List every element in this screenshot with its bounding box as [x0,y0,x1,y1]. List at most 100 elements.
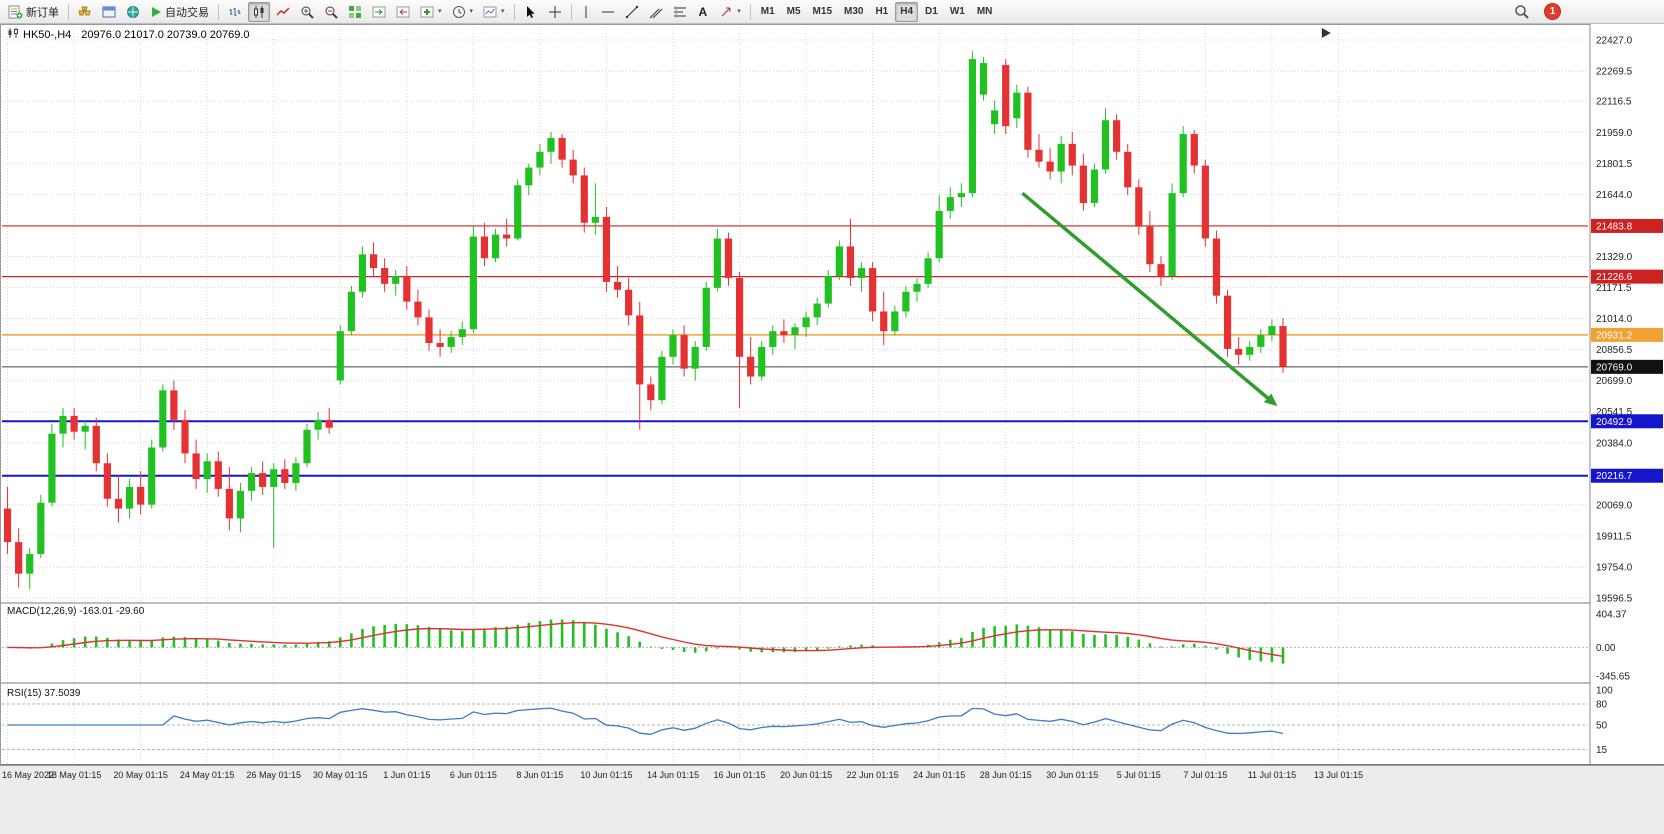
candle-body [813,303,821,318]
candle-body [846,246,855,278]
macd-indicator-label: MACD(12,26,9) -163.01 -29.60 [7,606,145,617]
timeframe-mn-button[interactable]: MN [972,2,998,22]
channel-tool-button[interactable] [645,2,667,22]
candle-body [48,433,56,503]
autotrading-button[interactable]: 自动交易 [146,2,213,22]
candle-body [780,331,788,336]
timeframe-h1-button[interactable]: H1 [870,2,893,22]
trend-arrow[interactable] [1021,191,1274,404]
candle-body [613,281,622,290]
candle-body [347,291,355,332]
chart-background [0,24,1664,766]
market-watch-button[interactable] [74,2,96,22]
autotrading-label: 自动交易 [165,6,209,19]
price-axis-area[interactable] [1590,24,1664,764]
candle-body [514,185,522,239]
candle-body [968,59,977,194]
candle-body [924,258,932,284]
candle-body [270,469,278,487]
bar-chart-icon [228,5,242,19]
candle-body [1090,169,1099,204]
crosshair-tool-button[interactable] [544,2,566,22]
time-axis-label: 24 Jun 01:15 [913,770,965,780]
pane-separator[interactable] [0,602,1664,604]
candle-body [680,335,688,369]
trendline-tool-button[interactable] [621,2,643,22]
candle-body [1279,326,1287,367]
horizontal-line-icon [601,6,615,18]
candle-body [580,175,588,223]
horizontal-line-tool-button[interactable] [597,2,619,22]
data-window-button[interactable] [98,2,120,22]
vertical-line-tool-button[interactable] [577,2,595,22]
candle-body [148,447,156,505]
crosshair-icon [548,5,562,19]
time-axis-label: 8 Jun 01:15 [516,770,563,780]
candle-body [591,216,599,223]
price-tick-label: 20541.5 [1596,407,1633,418]
timeframe-h4-button[interactable]: H4 [895,1,919,22]
new-order-label: 新订单 [26,6,59,19]
candle-body [403,275,411,302]
timeframe-m15-button[interactable]: M15 [808,2,837,22]
indicators-button[interactable]: ▾ [416,2,446,22]
candle-body [735,277,744,357]
price-badge-label: 21483.8 [1596,221,1633,232]
templates-button[interactable]: ▾ [479,2,509,22]
candle-body [203,461,211,480]
chart-shift-marker[interactable] [1321,28,1331,38]
new-order-button[interactable]: 新订单 [4,2,63,22]
search-button[interactable] [1510,2,1533,22]
periods-button[interactable]: ▾ [448,2,478,22]
candle-body [669,335,677,357]
tile-windows-button[interactable] [344,2,366,22]
line-chart-mode-button[interactable] [272,2,294,22]
timeframe-d1-button[interactable]: D1 [920,2,943,22]
timeframe-m5-button[interactable]: M5 [782,2,806,22]
trend-arrow-head[interactable] [1263,393,1278,407]
zoom-in-button[interactable] [296,2,318,22]
timeframe-m30-button[interactable]: M30 [839,2,868,22]
time-axis-label: 20 May 01:15 [113,770,168,780]
candle-body [769,331,777,347]
globe-icon [126,5,140,19]
price-tick-label: 21171.5 [1596,283,1632,294]
price-badge-label: 20931.2 [1596,330,1633,341]
pane-separator[interactable] [0,682,1664,684]
rsi-tick-label: 15 [1596,745,1608,756]
candle-body [292,463,300,483]
candle-body [1024,92,1032,150]
timeframe-m1-button[interactable]: M1 [756,2,780,22]
chart-canvas[interactable]: 22427.0 22269.5 22116.5 21959.0 21801.5 21644… [0,24,1664,834]
time-axis-line [0,764,1664,766]
strategy-tester-button[interactable] [122,2,144,22]
zoom-out-button[interactable] [320,2,342,22]
timeframe-w1-button[interactable]: W1 [945,2,970,22]
bar-chart-mode-button[interactable] [224,2,246,22]
candle-body [1268,326,1276,336]
time-axis-label: 24 May 01:15 [180,770,235,780]
timeframe-label: M1 [760,6,775,17]
candle-body [525,167,533,186]
candle-body [125,486,134,509]
chart-shift-button[interactable] [392,2,414,22]
candle-body [436,343,444,347]
text-tool-button[interactable]: A [693,2,714,22]
notification-badge[interactable]: 1 [1545,4,1560,19]
candle-body [802,317,810,328]
fibonacci-tool-button[interactable] [669,2,691,22]
price-tick-label: 22116.5 [1596,97,1632,108]
auto-scroll-button[interactable] [368,2,390,22]
clock-icon [452,5,466,19]
candlestick-mode-button[interactable] [248,1,270,22]
arrows-tool-button[interactable]: ▾ [715,2,745,22]
candle-body [314,419,322,430]
candlestick-series[interactable] [3,51,1287,590]
candle-body [1168,193,1176,276]
cursor-tool-button[interactable] [520,2,542,22]
candle-body [336,331,344,381]
candle-body [358,254,367,292]
rsi-tick-label: 100 [1596,686,1613,697]
